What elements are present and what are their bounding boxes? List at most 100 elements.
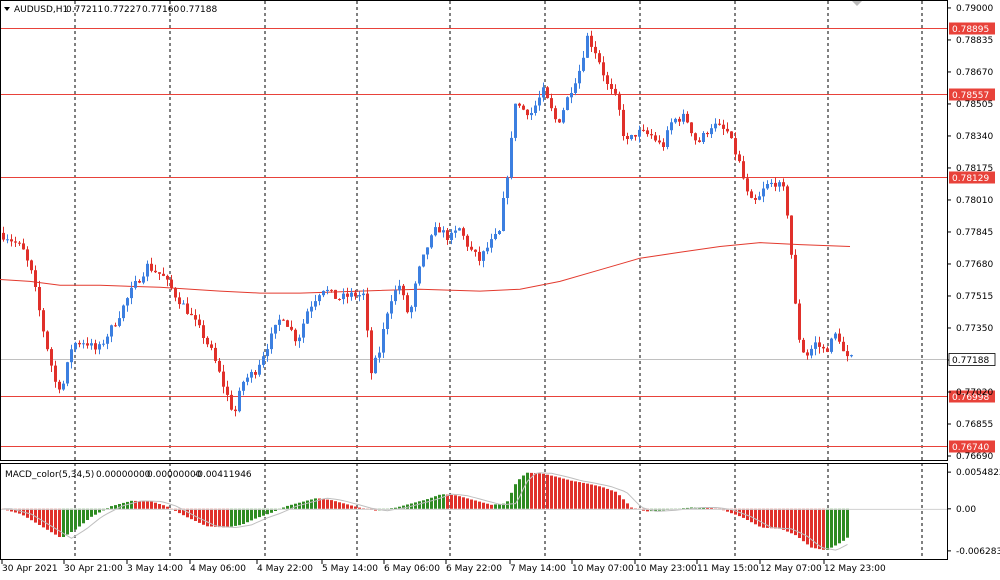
bear-candle (370, 330, 373, 374)
bull-candle (458, 228, 461, 231)
macd-bar (74, 508, 77, 530)
macd-bar (458, 496, 461, 509)
bear-candle (294, 329, 297, 342)
bear-candle (558, 119, 561, 123)
bear-candle (166, 275, 169, 280)
bull-candle (322, 290, 325, 296)
level-tag (949, 22, 995, 35)
bear-candle (162, 273, 165, 276)
bull-candle (762, 188, 765, 197)
bear-candle (174, 288, 177, 298)
bull-candle (426, 247, 429, 255)
macd-bar (314, 498, 317, 509)
macd-bar (54, 508, 57, 535)
bear-candle (590, 35, 593, 47)
macd-bar (194, 508, 197, 521)
bull-candle (490, 239, 493, 248)
macd-bar (330, 500, 333, 509)
bear-candle (522, 105, 525, 110)
macd-bar (302, 501, 305, 509)
macd-bar (274, 508, 277, 511)
bull-candle (482, 251, 485, 261)
bull-candle (386, 313, 389, 329)
bull-candle (562, 110, 565, 123)
bear-candle (346, 293, 349, 297)
macd-bar (570, 480, 573, 509)
macd-bar (654, 508, 657, 511)
bear-candle (774, 182, 777, 187)
bull-candle (358, 295, 361, 297)
macd-bar (78, 508, 81, 527)
bull-candle (262, 356, 265, 365)
macd-bar (766, 508, 769, 528)
level-label: 0.76998 (952, 393, 989, 403)
time-tick-label: 10 May 07:00 (572, 564, 634, 574)
macd-bar (246, 508, 249, 523)
time-tick-label: 7 May 14:00 (510, 564, 566, 574)
macd-bar (742, 508, 745, 518)
bull-candle (578, 70, 581, 84)
macd-bar (218, 508, 221, 528)
bull-candle (110, 325, 113, 337)
macd-bar (566, 479, 569, 509)
bull-candle (74, 342, 77, 350)
bear-candle (446, 230, 449, 240)
bear-candle (646, 130, 649, 135)
bear-candle (838, 333, 841, 342)
macd-bar (578, 482, 581, 509)
bear-candle (466, 235, 469, 247)
bull-candle (266, 349, 269, 357)
price-tick-label: 0.78010 (956, 196, 993, 206)
bear-candle (546, 87, 549, 99)
macd-bar (838, 508, 841, 544)
macd-bar (646, 508, 649, 512)
bear-candle (706, 133, 709, 135)
bull-candle (82, 343, 85, 345)
macd-bar (130, 500, 133, 509)
bear-candle (614, 88, 617, 94)
macd-bar (318, 498, 321, 509)
macd-bar (94, 508, 97, 515)
macd-bar (322, 499, 325, 509)
scroll-arrow-icon[interactable] (852, 1, 862, 6)
macd-bar (358, 507, 361, 509)
macd-bar (182, 508, 185, 516)
macd-bar (594, 485, 597, 509)
macd-bar (502, 503, 505, 509)
bull-candle (142, 276, 145, 283)
macd-bar (198, 508, 201, 523)
bull-candle (390, 301, 393, 314)
bull-candle (362, 293, 365, 296)
macd-bar (734, 508, 737, 515)
bull-candle (542, 87, 545, 98)
macd-bar (326, 499, 329, 509)
bear-candle (194, 315, 197, 320)
macd-bar (454, 495, 457, 509)
macd-bar (226, 508, 229, 528)
bear-candle (114, 325, 117, 327)
macd-tick-label: 0.00 (956, 505, 976, 515)
bear-candle (94, 343, 97, 350)
time-tick-label: 5 May 14:00 (322, 564, 378, 574)
time-tick-label: 12 May 07:00 (760, 564, 822, 574)
bear-candle (26, 249, 29, 261)
level-label: 0.78557 (952, 91, 989, 101)
macd-bar (98, 508, 101, 513)
bear-candle (330, 289, 333, 291)
bull-candle (182, 303, 185, 305)
bull-candle (246, 377, 249, 382)
bull-candle (442, 230, 445, 233)
macd-bar (162, 505, 165, 509)
bull-candle (530, 113, 533, 116)
macd-header: MACD_color(5,34,5) 0.00000000 0.00000000… (5, 470, 252, 480)
dropdown-triangle-icon[interactable] (4, 7, 10, 11)
macd-bar (538, 473, 541, 509)
macd-bar (770, 508, 773, 529)
bull-candle (414, 283, 417, 307)
bull-candle (510, 137, 513, 178)
bear-candle (22, 243, 25, 250)
macd-bar (598, 486, 601, 509)
bear-candle (690, 122, 693, 134)
macd-bar (830, 508, 833, 548)
